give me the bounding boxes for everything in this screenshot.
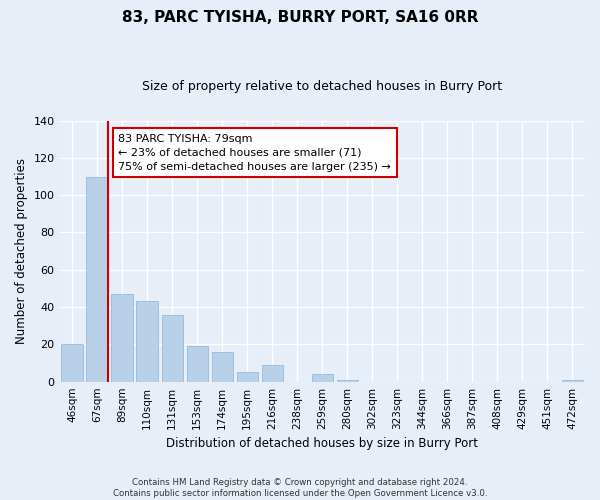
Bar [236, 372, 258, 382]
Text: 83, PARC TYISHA, BURRY PORT, SA16 0RR: 83, PARC TYISHA, BURRY PORT, SA16 0RR [122, 10, 478, 25]
Bar [311, 374, 333, 382]
Bar [337, 380, 358, 382]
Bar [112, 294, 133, 382]
X-axis label: Distribution of detached houses by size in Burry Port: Distribution of detached houses by size … [166, 437, 478, 450]
Text: 83 PARC TYISHA: 79sqm
← 23% of detached houses are smaller (71)
75% of semi-deta: 83 PARC TYISHA: 79sqm ← 23% of detached … [118, 134, 391, 172]
Bar [86, 176, 108, 382]
Title: Size of property relative to detached houses in Burry Port: Size of property relative to detached ho… [142, 80, 502, 93]
Bar [187, 346, 208, 382]
Bar [262, 365, 283, 382]
Bar [562, 380, 583, 382]
Bar [212, 352, 233, 382]
Text: Contains HM Land Registry data © Crown copyright and database right 2024.
Contai: Contains HM Land Registry data © Crown c… [113, 478, 487, 498]
Bar [61, 344, 83, 382]
Bar [161, 314, 183, 382]
Bar [136, 302, 158, 382]
Y-axis label: Number of detached properties: Number of detached properties [15, 158, 28, 344]
